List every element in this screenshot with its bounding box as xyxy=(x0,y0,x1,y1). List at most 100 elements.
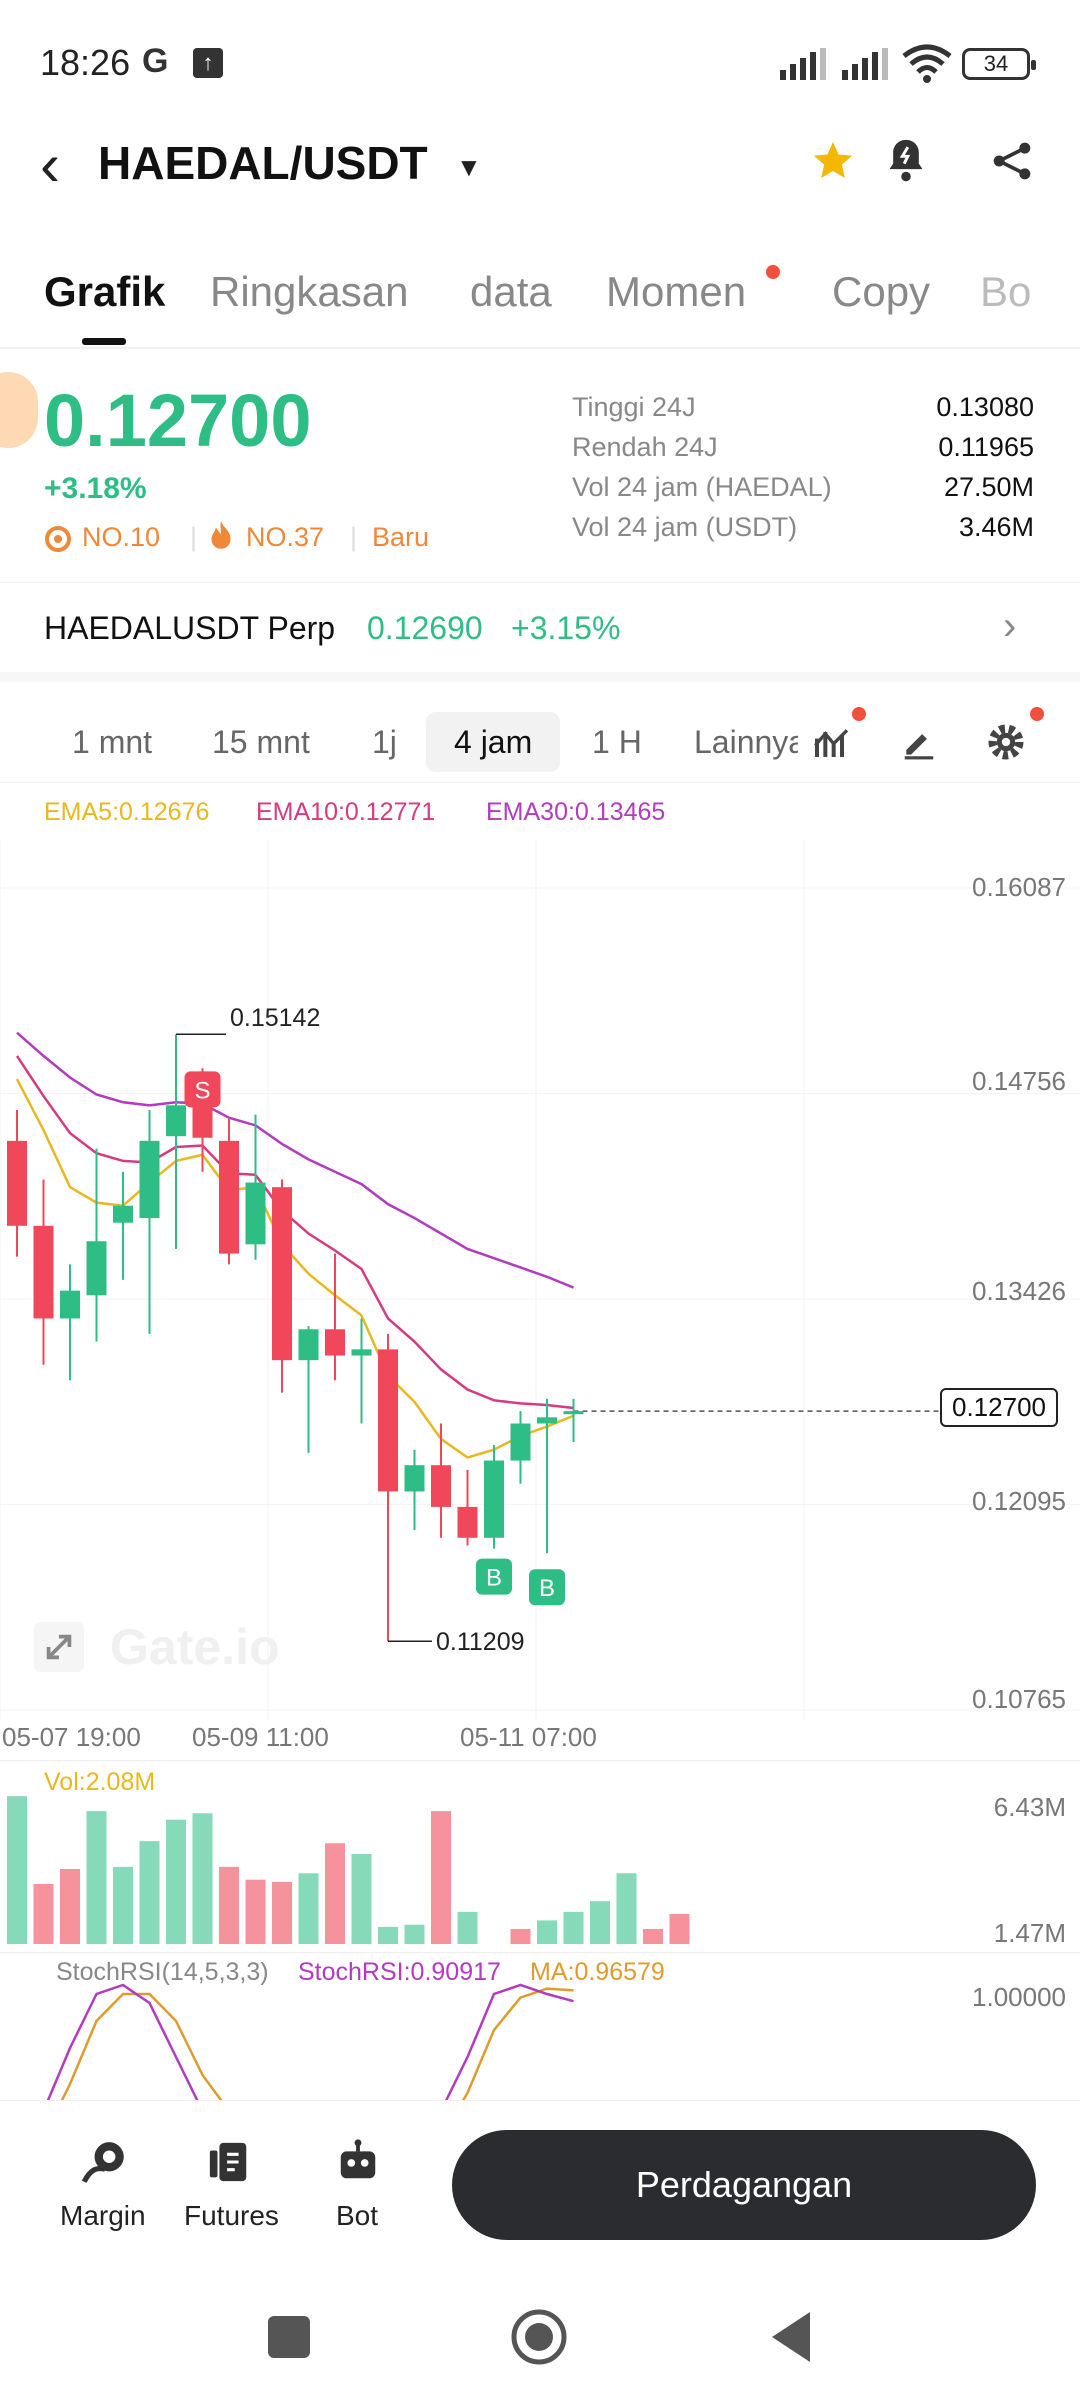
back-nav-icon[interactable] xyxy=(770,2310,812,2364)
new-badge[interactable]: Baru xyxy=(372,522,430,552)
upload-icon: ↑ xyxy=(193,48,223,78)
share-icon[interactable] xyxy=(990,138,1034,184)
volume-bar xyxy=(537,1920,557,1944)
candle-body xyxy=(431,1465,451,1507)
candle-body xyxy=(113,1205,133,1223)
indicator-icon[interactable] xyxy=(812,722,852,762)
home-icon[interactable] xyxy=(510,2308,568,2366)
timeframe-more[interactable]: Lainnya xyxy=(694,724,798,760)
candle-body xyxy=(245,1182,266,1245)
volume-bar xyxy=(139,1841,160,1944)
rank-badge-1[interactable]: NO.10 xyxy=(82,522,161,552)
volume-bar xyxy=(325,1843,345,1944)
chevron-down-icon[interactable]: ▼ xyxy=(456,152,482,182)
volume-bar xyxy=(192,1813,213,1944)
section-gap xyxy=(0,672,1080,682)
x-tick: 05-11 07:00 xyxy=(460,1722,597,1752)
status-bar: 18:26 G ↑ 34 xyxy=(0,0,1080,125)
tab-grafik[interactable]: Grafik xyxy=(44,268,166,315)
trade-button[interactable]: Perdagangan xyxy=(452,2130,1036,2240)
volume-bar xyxy=(510,1929,531,1944)
candle-body xyxy=(272,1187,292,1361)
margin-label[interactable]: Margin xyxy=(60,2200,146,2231)
volume-bar xyxy=(431,1811,451,1944)
stochrsi-ma-line xyxy=(58,1987,574,2105)
volume-bar xyxy=(272,1881,292,1944)
volume-bar xyxy=(7,1796,27,1944)
volume-bar xyxy=(245,1879,266,1944)
recent-apps-icon[interactable] xyxy=(268,2316,310,2358)
watermark-logo: Gate.io xyxy=(110,1619,280,1675)
candle-body xyxy=(219,1140,239,1254)
notification-dot xyxy=(766,265,780,279)
tab-data[interactable]: data xyxy=(470,268,552,315)
tab-bo[interactable]: Bo xyxy=(980,268,1032,315)
ema5-line xyxy=(15,1078,574,1459)
volume-legend: Vol:2.08M xyxy=(44,1768,156,1796)
candle-body xyxy=(404,1465,425,1492)
high-label: 0.15142 xyxy=(230,1004,321,1032)
stat-label-high: Tinggi 24J xyxy=(572,392,696,422)
stochrsi-legend: StochRSI(14,5,3,3) xyxy=(56,1958,269,1986)
stat-label-vol-base: Vol 24 jam (HAEDAL) xyxy=(572,472,832,502)
expand-icon[interactable] xyxy=(34,1622,84,1672)
futures-icon[interactable] xyxy=(206,2138,252,2186)
settings-gear-icon[interactable] xyxy=(986,722,1026,762)
trade-marker-label: S xyxy=(194,1077,210,1104)
star-icon[interactable] xyxy=(810,138,856,184)
volume-tick: 6.43M xyxy=(993,1792,1066,1822)
timeframe-1j[interactable]: 1j xyxy=(372,724,397,760)
y-tick: 0.12095 xyxy=(972,1486,1066,1516)
divider xyxy=(0,1760,1080,1761)
candle-body xyxy=(86,1241,107,1296)
tab-ringkasan[interactable]: Ringkasan xyxy=(210,268,409,315)
volume-bar xyxy=(404,1924,425,1944)
y-tick: 0.10765 xyxy=(972,1684,1066,1714)
stat-value-high: 0.13080 xyxy=(936,392,1034,422)
candle-body xyxy=(325,1329,345,1356)
candle-body xyxy=(192,1105,213,1138)
perp-name[interactable]: HAEDALUSDT Perp xyxy=(44,610,336,646)
candle-body xyxy=(378,1349,398,1492)
stat-value-low: 0.11965 xyxy=(938,432,1034,462)
divider xyxy=(0,582,1080,583)
candle-body xyxy=(484,1460,504,1538)
draw-pencil-icon[interactable] xyxy=(900,722,938,762)
margin-icon[interactable] xyxy=(80,2140,130,2186)
x-tick: 05-07 19:00 xyxy=(2,1722,141,1752)
candle-body xyxy=(33,1225,54,1319)
divider xyxy=(0,347,1080,349)
ema10-legend: EMA10:0.12771 xyxy=(256,798,436,826)
divider xyxy=(0,782,1080,783)
rank-badge-2[interactable]: NO.37 xyxy=(246,522,325,552)
timeframe-4jam[interactable]: 4 jam xyxy=(426,712,561,772)
volume-bar xyxy=(298,1873,319,1944)
battery-icon: 34 xyxy=(962,48,1036,80)
floating-avatar[interactable] xyxy=(0,372,38,448)
x-tick: 05-09 11:00 xyxy=(192,1722,329,1752)
volume-bar xyxy=(351,1854,372,1944)
chevron-right-icon[interactable]: › xyxy=(1003,604,1017,648)
y-tick: 0.14756 xyxy=(972,1066,1066,1096)
bot-icon[interactable] xyxy=(334,2138,382,2184)
volume-bar xyxy=(33,1884,54,1944)
back-arrow-icon[interactable]: ‹ xyxy=(40,131,60,198)
ema30-legend: EMA30:0.13465 xyxy=(486,798,666,826)
bot-label[interactable]: Bot xyxy=(336,2200,379,2231)
price-change: +3.18% xyxy=(44,472,147,505)
tab-momen[interactable]: Momen xyxy=(606,268,747,315)
bell-icon[interactable] xyxy=(884,136,928,184)
volume-chart xyxy=(7,1796,690,1944)
tab-copy[interactable]: Copy xyxy=(832,268,931,315)
pair-title[interactable]: HAEDAL/USDT xyxy=(98,137,428,189)
timeframe-15m[interactable]: 15 mnt xyxy=(212,724,310,760)
candle-body xyxy=(139,1140,160,1219)
stat-label-low: Rendah 24J xyxy=(572,432,718,462)
futures-label[interactable]: Futures xyxy=(184,2200,279,2231)
candle-body xyxy=(510,1423,531,1461)
stat-value-vol-base: 27.50M xyxy=(943,472,1034,502)
candlestick-chart[interactable]: S B B xyxy=(0,840,1080,1720)
timeframe-1h[interactable]: 1 H xyxy=(592,724,642,760)
timeframe-1m[interactable]: 1 mnt xyxy=(72,724,153,760)
ema10-line xyxy=(15,1055,574,1410)
